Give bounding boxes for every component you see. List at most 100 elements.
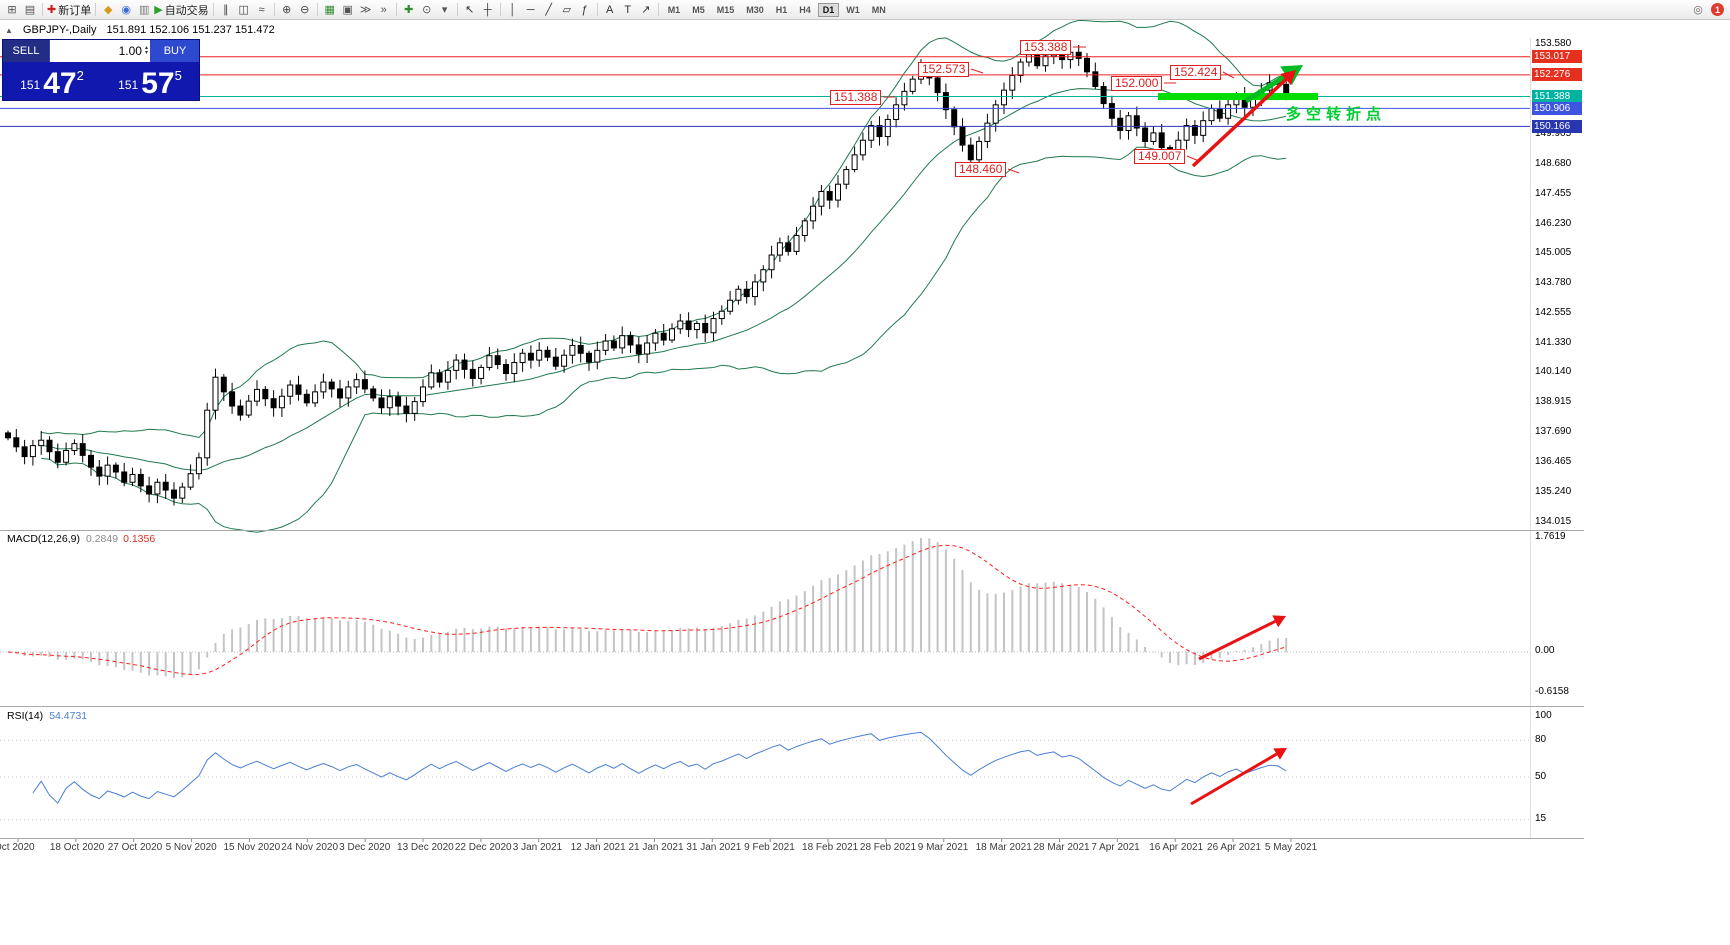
new-chart-icon[interactable]: ⊞ [4, 2, 20, 17]
templates-icon[interactable]: ▾ [437, 2, 453, 17]
bollinger-bands [41, 19, 1287, 533]
line-chart-icon: ≈ [258, 3, 265, 16]
date-label: 21 Jan 2021 [628, 842, 684, 853]
date-label: 13 Dec 2020 [397, 842, 454, 853]
signals-icon: ◉ [121, 4, 132, 16]
indicators-icon[interactable]: ✚ [401, 2, 417, 17]
price-axis-label: 145.005 [1535, 247, 1572, 258]
price-axis-label: 153.580 [1535, 38, 1572, 49]
timeframe-M15[interactable]: M15 [716, 4, 735, 15]
buy-price-button[interactable]: 151 57 5 [101, 62, 199, 100]
market-icon[interactable]: ◆ [100, 2, 116, 17]
crosshair-icon[interactable]: ┼ [480, 2, 496, 17]
price-axis-label: 148.680 [1535, 158, 1572, 169]
timeframe-H1[interactable]: H1 [775, 4, 788, 15]
label-icon[interactable]: T [620, 2, 636, 17]
price-axis-label: 142.555 [1535, 307, 1572, 318]
toolbar: ⊞ ▤ ✚ 新订单 ◆ ◉ ▥ ▶ 自动交易 ∥ ◫ ≈ ⊕ ⊖ ▦ ▣ ≫ » ✚ ⊙ ▾ ↖ ┼ │ ─ ╱ ▱ ƒ A T ↗ M1 M… [0, 0, 1730, 20]
zoom-out-icon: ⊖ [300, 4, 310, 16]
vps-icon[interactable]: ▥ [136, 2, 152, 17]
new-order-button[interactable]: ✚ 新订单 [47, 2, 91, 17]
buy-button[interactable]: BUY [150, 40, 199, 62]
zoom-out-icon[interactable]: ⊖ [297, 2, 313, 17]
price-axis-label: 141.330 [1535, 337, 1572, 348]
chart-header: ▲ GBPJPY-,Daily 151.891 152.106 151.237 … [5, 24, 275, 36]
indicators-icon: ✚ [404, 4, 414, 16]
candlestick-chart-icon[interactable]: ◫ [236, 2, 252, 17]
macd-trend-arrow [1198, 615, 1286, 661]
collapse-panel-icon[interactable]: ▲ [5, 25, 13, 35]
trendline-icon[interactable]: ╱ [541, 2, 557, 17]
price-axis-label: 138.915 [1535, 396, 1572, 407]
price-annotation-box[interactable]: 149.007 [1134, 149, 1186, 164]
auto-scroll-icon: ≫ [359, 4, 372, 16]
tile-windows-icon[interactable]: ▦ [322, 2, 338, 17]
sell-price-button[interactable]: 151 47 2 [3, 62, 101, 100]
rsi-indicator-label: RSI(14) 54.4731 [7, 710, 88, 722]
price-annotation-box[interactable]: 153.388 [1020, 40, 1072, 55]
date-label: Oct 2020 [0, 842, 35, 853]
volume-up-button[interactable]: ▴ [144, 45, 148, 51]
profiles-icon[interactable]: ▤ [22, 2, 38, 17]
timeframe-MN[interactable]: MN [871, 4, 886, 15]
price-annotation-box[interactable]: 152.573 [918, 62, 970, 77]
periods-icon[interactable]: ⊙ [419, 2, 435, 17]
channel-icon[interactable]: ▱ [559, 2, 575, 17]
timeframe-M30[interactable]: M30 [746, 4, 764, 15]
price-annotation-box[interactable]: 151.388 [830, 90, 882, 105]
sell-button[interactable]: SELL [3, 40, 50, 62]
timeframe-M5[interactable]: M5 [692, 4, 705, 15]
crosshair-icon: ┼ [483, 3, 492, 16]
autotrading-button[interactable]: ▶ 自动交易 [154, 2, 208, 17]
bar-chart-icon[interactable]: ∥ [218, 2, 234, 17]
price-annotation-box[interactable]: 152.000 [1111, 76, 1163, 91]
arrow-tool-icon[interactable]: ↗ [638, 2, 654, 17]
macd-panel-separator[interactable] [0, 530, 1584, 531]
timeframe-H4[interactable]: H4 [799, 4, 811, 15]
chart-shift-icon[interactable]: » [376, 2, 392, 17]
buy-price-point: 5 [174, 68, 182, 83]
timeframe-W1[interactable]: W1 [846, 4, 860, 15]
notification-badge[interactable]: 1 [1711, 3, 1724, 16]
volume-down-button[interactable]: ▾ [144, 50, 148, 56]
auto-scroll-icon[interactable]: ≫ [358, 2, 374, 17]
toolbar-separator [657, 3, 659, 16]
price-annotation-box[interactable]: 152.424 [1170, 65, 1222, 80]
price-annotation-box[interactable]: 148.460 [955, 162, 1007, 177]
timeframe-M1[interactable]: M1 [667, 4, 681, 15]
signals-icon[interactable]: ◉ [118, 2, 134, 17]
date-label: 18 Oct 2020 [49, 842, 105, 853]
timeframe-D1[interactable]: D1 [817, 2, 840, 17]
rsi-line [32, 731, 1287, 804]
price-axis-label: 136.465 [1535, 456, 1572, 467]
volume-input[interactable]: 1.00 ▴ ▾ [50, 40, 150, 62]
sell-price-point: 2 [76, 68, 84, 83]
cascade-windows-icon[interactable]: ▣ [340, 2, 356, 17]
toolbar-icons: ⊞ ▤ ✚ 新订单 ◆ ◉ ▥ ▶ 自动交易 ∥ ◫ ≈ ⊕ ⊖ ▦ ▣ ≫ » ✚ ⊙ ▾ ↖ ┼ │ ─ ╱ ▱ ƒ A T ↗ [3, 0, 662, 19]
cursor-icon[interactable]: ↖ [462, 2, 478, 17]
rsi-panel-separator[interactable] [0, 706, 1584, 707]
rsi-axis-label: 80 [1535, 734, 1547, 745]
price-tag: 153.017 [1532, 50, 1582, 63]
sell-price-pips: 47 [43, 67, 77, 100]
horizontal-line-icon[interactable]: ─ [523, 2, 539, 17]
periods-icon: ⊙ [422, 4, 432, 16]
date-label: 26 Apr 2021 [1207, 842, 1261, 853]
text-icon[interactable]: A [602, 2, 618, 17]
date-label: 15 Nov 2020 [223, 842, 281, 853]
toolbar-separator [273, 3, 275, 16]
search-icon[interactable]: ◎ [1693, 4, 1703, 16]
fibonacci-icon[interactable]: ƒ [577, 2, 593, 17]
macd-plot [0, 538, 1530, 679]
zoom-in-icon[interactable]: ⊕ [279, 2, 295, 17]
vertical-line-icon[interactable]: │ [505, 2, 521, 17]
candles [5, 39, 1290, 506]
line-chart-icon[interactable]: ≈ [254, 2, 270, 17]
price-axis-label: 146.230 [1535, 218, 1572, 229]
date-label: 18 Feb 2021 [802, 842, 859, 853]
toolbar-separator [316, 3, 318, 16]
buy-price-main: 151 [118, 78, 139, 92]
price-axis-label: 135.240 [1535, 486, 1572, 497]
rsi-trend-arrow [1190, 748, 1287, 806]
